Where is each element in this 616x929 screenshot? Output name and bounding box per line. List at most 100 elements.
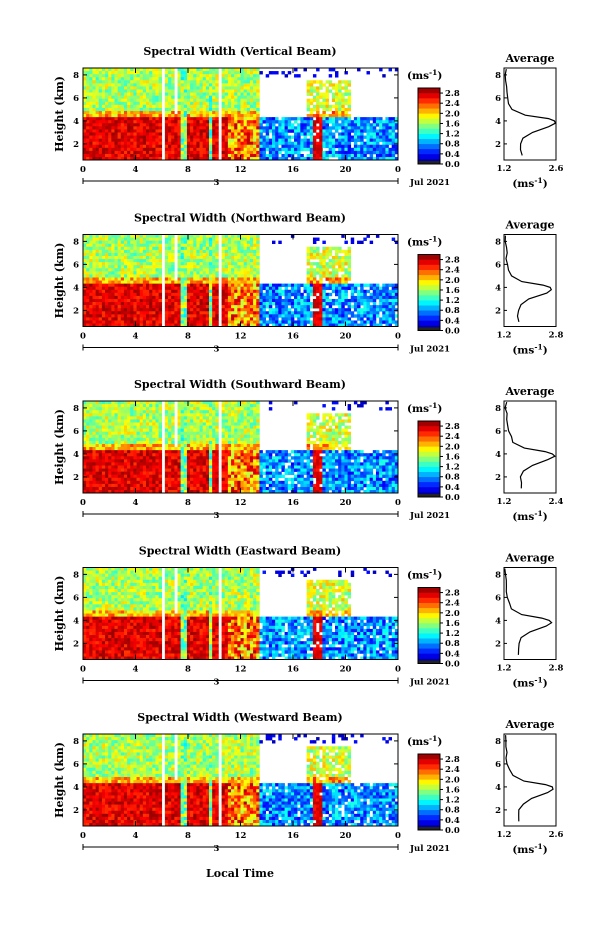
heatmap-cell <box>117 255 122 260</box>
heatmap-cell <box>105 252 109 257</box>
heatmap-cell <box>114 89 118 93</box>
heatmap-cell <box>227 283 232 287</box>
heatmap-cell <box>353 147 358 152</box>
heatmap-cell <box>114 77 118 81</box>
heatmap-cell <box>101 289 106 294</box>
heatmap-cell <box>83 320 87 324</box>
heatmap-cell <box>366 295 370 300</box>
heatmap-cell <box>212 80 216 84</box>
heatmap-cell <box>212 255 216 260</box>
heatmap-cell <box>130 320 134 324</box>
heatmap-cell <box>284 147 289 152</box>
heatmap-cell <box>149 95 153 99</box>
colorbar-segment <box>418 259 440 265</box>
heatmap-cell <box>177 77 181 81</box>
heatmap-cell <box>133 243 137 248</box>
heatmap-cell <box>372 120 377 124</box>
heatmap-cell <box>234 262 238 266</box>
heatmap-cell <box>316 132 320 136</box>
heatmap-cell <box>394 289 399 294</box>
heatmap-cell <box>89 302 93 306</box>
heatmap-cell <box>86 480 90 485</box>
heatmap-cell <box>246 141 251 146</box>
heatmap-cell <box>366 144 370 149</box>
heatmap-cell <box>224 286 229 291</box>
heatmap-cell <box>117 157 122 161</box>
heatmap-cell <box>240 323 244 327</box>
heatmap-cell <box>240 126 244 130</box>
heatmap-cell <box>142 126 147 130</box>
heatmap-cell <box>325 144 329 149</box>
heatmap-cell <box>130 249 134 254</box>
heatmap-cell <box>149 107 153 112</box>
heatmap-cell <box>224 153 229 158</box>
heatmap-cell <box>171 101 175 106</box>
heatmap-cell <box>372 305 377 309</box>
heatmap-cell <box>227 92 232 96</box>
heatmap-cell <box>331 298 336 303</box>
heatmap-cell <box>224 104 229 109</box>
heatmap-cell <box>331 120 336 124</box>
heatmap-cell <box>133 110 137 115</box>
heatmap-cell <box>322 246 326 251</box>
heatmap-cell <box>158 68 163 72</box>
heatmap-cell <box>391 289 396 294</box>
heatmap-cell <box>183 153 188 158</box>
heatmap-cell <box>237 71 241 75</box>
heatmap-cell <box>278 240 282 245</box>
heatmap-cell <box>190 255 194 260</box>
heatmap-cell <box>300 132 304 136</box>
heatmap-cell <box>108 268 112 272</box>
heatmap-cell <box>212 71 216 75</box>
heatmap-cell <box>281 157 285 161</box>
heatmap-cell <box>89 268 93 272</box>
heatmap-cell <box>196 95 200 99</box>
heatmap-cell <box>338 114 342 118</box>
heatmap-cell <box>149 246 153 251</box>
heatmap-cell <box>366 157 370 161</box>
heatmap-cell <box>275 138 279 142</box>
heatmap-cell <box>101 249 106 254</box>
heatmap-cell <box>237 153 241 158</box>
heatmap-cell <box>158 249 163 254</box>
heatmap-cell <box>98 295 103 300</box>
heatmap-cell <box>316 141 320 146</box>
heatmap-cell <box>253 117 257 121</box>
heatmap-cell <box>209 249 213 254</box>
heatmap-cell <box>139 243 144 248</box>
heatmap-cell <box>344 317 348 321</box>
heatmap-cell <box>139 305 144 309</box>
heatmap-cell <box>338 311 342 315</box>
heatmap-cell <box>168 138 172 142</box>
heatmap-cell <box>309 107 314 112</box>
heatmap-cell <box>306 123 311 127</box>
heatmap-cell <box>98 249 103 254</box>
heatmap-cell <box>105 80 109 84</box>
heatmap-cell <box>196 80 200 84</box>
heatmap-cell <box>101 317 106 321</box>
heatmap-cell <box>89 246 93 251</box>
heatmap-cell <box>130 259 134 263</box>
heatmap-cell <box>319 280 323 284</box>
heatmap-cell <box>243 249 248 254</box>
y-tick-label: 8 <box>73 237 79 247</box>
heatmap-cell <box>149 153 153 158</box>
heatmap-cell <box>136 144 140 149</box>
heatmap-cell <box>341 292 345 297</box>
heatmap-cell <box>171 271 175 275</box>
heatmap-cell <box>86 80 90 84</box>
heatmap-cell <box>108 280 112 284</box>
heatmap-cell <box>262 147 266 152</box>
heatmap-cell <box>372 132 377 136</box>
heatmap-cell <box>319 104 323 109</box>
heatmap-cell <box>379 302 383 306</box>
heatmap-cell <box>186 129 191 133</box>
heatmap-cell <box>98 240 103 245</box>
heatmap-cell <box>221 77 226 81</box>
heatmap-cell <box>123 243 128 248</box>
heatmap-cell <box>246 144 251 149</box>
heatmap-cell <box>199 153 203 158</box>
heatmap-cell <box>316 150 320 155</box>
heatmap-cell <box>331 114 336 118</box>
heatmap-cell <box>221 320 226 324</box>
